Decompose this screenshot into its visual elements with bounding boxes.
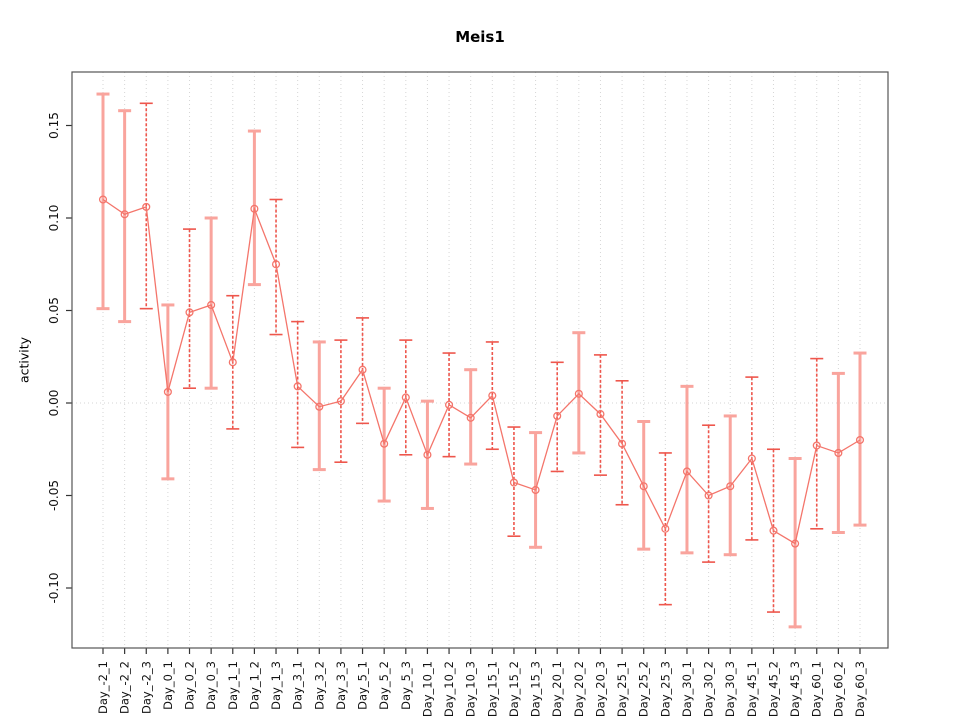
- x-tick-label: Day_30_2: [702, 661, 716, 717]
- data-point: [682, 467, 692, 476]
- y-tick-label: 0.10: [47, 205, 61, 232]
- data-point: [488, 391, 497, 400]
- x-tick-label: Day_3_1: [291, 661, 305, 710]
- data-point: [747, 454, 756, 463]
- x-tick-label: Day_60_3: [853, 661, 867, 717]
- x-tick-label: Day_45_1: [745, 661, 759, 717]
- data-point: [661, 524, 670, 533]
- data-point: [401, 393, 410, 402]
- x-tick-label: Day_60_2: [831, 661, 845, 717]
- data-point: [163, 387, 172, 396]
- data-point: [553, 411, 562, 421]
- x-tick-label: Day_20_3: [593, 661, 607, 717]
- x-tick-label: Day_25_3: [658, 661, 672, 717]
- y-tick-label: 0.05: [47, 297, 61, 324]
- x-tick-label: Day_30_1: [680, 661, 694, 717]
- data-point: [466, 413, 475, 422]
- x-tick-label: Day_15_2: [507, 661, 521, 717]
- data-point: [250, 204, 259, 213]
- x-tick-label: Day_10_1: [420, 661, 434, 717]
- data-point: [293, 382, 302, 391]
- x-tick-label: Day_1_1: [226, 661, 240, 710]
- data-point: [855, 435, 865, 445]
- data-point: [271, 260, 281, 269]
- data-point: [574, 389, 583, 398]
- x-tick-label: Day_20_2: [572, 661, 586, 717]
- x-tick-label: Day_15_3: [529, 661, 543, 717]
- y-tick-label: -0.10: [47, 572, 61, 603]
- data-point: [315, 402, 324, 411]
- data-point: [120, 210, 129, 219]
- data-point: [336, 397, 345, 406]
- x-tick-label: Day_0_2: [183, 661, 197, 710]
- data-point: [445, 400, 454, 409]
- data-point: [380, 439, 389, 448]
- x-tick-label: Day_45_2: [766, 661, 780, 717]
- x-tick-label: Day_45_3: [788, 661, 802, 717]
- x-tick-label: Day_-2_1: [96, 661, 110, 714]
- y-tick-label: 0.00: [47, 390, 61, 417]
- x-tick-label: Day_25_1: [615, 661, 629, 717]
- x-tick-label: Day_60_1: [810, 661, 824, 717]
- x-tick-label: Day_0_1: [161, 661, 175, 710]
- data-point: [423, 450, 432, 459]
- data-point: [726, 482, 735, 491]
- x-tick-label: Day_3_2: [312, 661, 326, 710]
- x-tick-label: Day_5_1: [356, 661, 370, 710]
- x-tick-label: Day_-2_3: [139, 661, 153, 714]
- x-tick-label: Day_10_3: [464, 661, 478, 717]
- data-point: [98, 195, 108, 204]
- data-point: [228, 358, 237, 367]
- x-tick-label: Day_20_1: [550, 661, 564, 717]
- x-tick-label: Day_10_2: [442, 661, 456, 717]
- x-tick-label: Day_5_3: [399, 661, 413, 710]
- data-point: [509, 478, 518, 487]
- x-tick-label: Day_15_1: [485, 661, 499, 717]
- plot-frame: [71, 71, 889, 649]
- data-point: [769, 526, 778, 535]
- data-point: [791, 539, 800, 548]
- data-point: [704, 491, 713, 500]
- x-tick-label: Day_25_2: [637, 661, 651, 717]
- data-point: [358, 365, 367, 374]
- data-point: [812, 441, 821, 450]
- chart-title: Meis1: [455, 28, 505, 46]
- series-line: [102, 198, 861, 545]
- data-point: [185, 308, 194, 317]
- x-tick-label: Day_-2_2: [118, 661, 132, 714]
- data-point: [142, 202, 151, 211]
- y-tick-label: 0.15: [47, 112, 61, 139]
- data-point: [834, 448, 843, 458]
- x-tick-label: Day_1_2: [247, 661, 261, 710]
- x-tick-label: Day_1_3: [269, 661, 283, 710]
- data-point: [596, 410, 605, 419]
- y-tick-label: -0.05: [47, 480, 61, 511]
- x-tick-label: Day_0_3: [204, 661, 218, 710]
- data-point: [618, 439, 627, 448]
- data-point: [531, 485, 540, 495]
- x-tick-label: Day_5_2: [377, 661, 391, 710]
- x-tick-label: Day_30_3: [723, 661, 737, 717]
- data-point: [207, 300, 216, 310]
- data-point: [639, 482, 648, 491]
- x-tick-label: Day_3_3: [334, 661, 348, 710]
